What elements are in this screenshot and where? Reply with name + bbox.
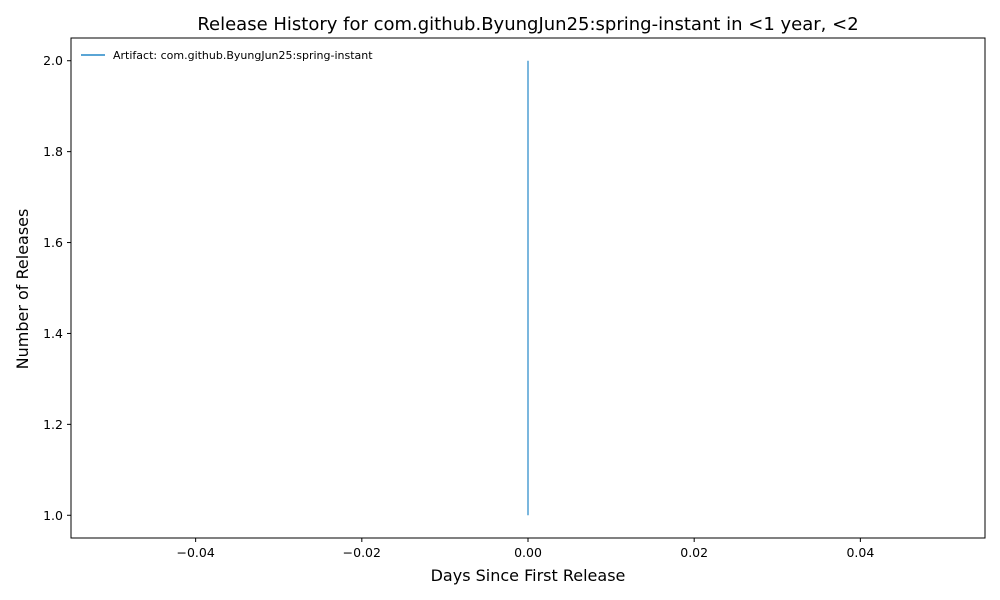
y-tick-label: 1.2 bbox=[43, 417, 63, 432]
y-tick-label: 1.4 bbox=[43, 326, 63, 341]
x-axis-label: Days Since First Release bbox=[431, 566, 626, 585]
y-tick-label: 1.8 bbox=[43, 144, 63, 159]
x-tick-label: 0.00 bbox=[514, 545, 542, 560]
legend-label: Artifact: com.github.ByungJun25:spring-i… bbox=[113, 49, 373, 62]
x-tick-label: −0.02 bbox=[343, 545, 381, 560]
x-tick-label: 0.02 bbox=[680, 545, 708, 560]
y-tick-label: 2.0 bbox=[43, 53, 63, 68]
x-tick-label: 0.04 bbox=[846, 545, 874, 560]
y-axis-label: Number of Releases bbox=[13, 209, 32, 370]
legend: Artifact: com.github.ByungJun25:spring-i… bbox=[81, 49, 373, 62]
x-tick-label: −0.04 bbox=[176, 545, 214, 560]
x-axis-ticks: −0.04 −0.02 0.00 0.02 0.04 bbox=[176, 538, 874, 560]
chart-title: Release History for com.github.ByungJun2… bbox=[197, 14, 858, 35]
y-tick-label: 1.6 bbox=[43, 235, 63, 250]
y-tick-label: 1.0 bbox=[43, 508, 63, 523]
y-axis-ticks: 1.0 1.2 1.4 1.6 1.8 2.0 bbox=[43, 53, 71, 523]
